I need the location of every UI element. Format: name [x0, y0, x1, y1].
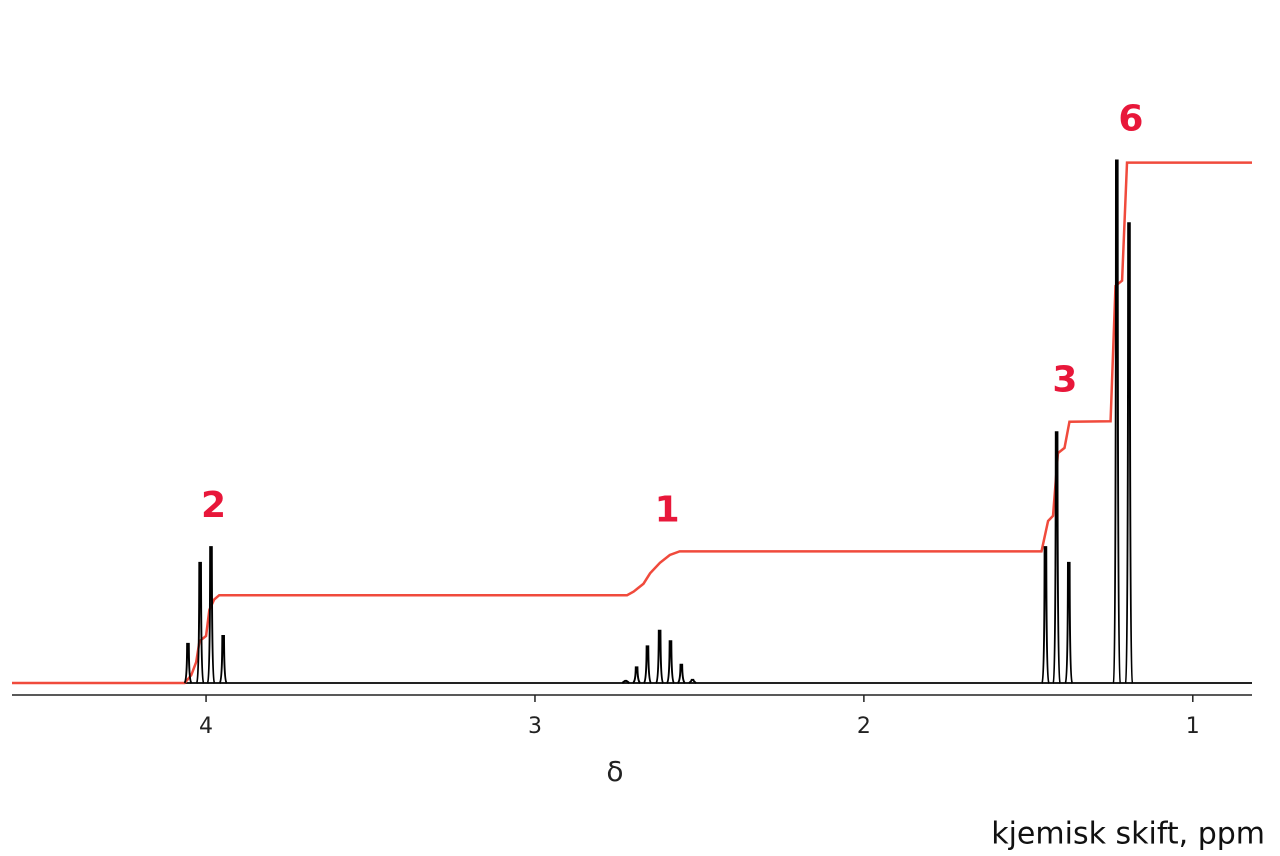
group-label: 3	[1052, 360, 1077, 401]
peak	[643, 645, 652, 684]
x-tick-label: 4	[199, 714, 213, 739]
peak	[677, 663, 686, 684]
peak	[1112, 159, 1122, 684]
peak	[206, 546, 216, 684]
group-label: 2	[201, 485, 226, 526]
peak	[655, 629, 665, 684]
peak	[666, 640, 675, 684]
x-tick-label: 2	[857, 714, 871, 739]
peak	[688, 678, 697, 684]
group-label: 1	[655, 489, 680, 530]
peak	[632, 666, 641, 684]
peak	[1040, 546, 1050, 684]
peak	[621, 679, 630, 684]
peak	[218, 634, 228, 684]
x-tick-label: 1	[1186, 714, 1200, 739]
group-label: 6	[1118, 99, 1143, 140]
axis-annotation: kjemisk skift, ppm	[991, 817, 1265, 852]
peak	[1124, 222, 1134, 684]
x-axis-label: δ	[606, 755, 623, 788]
integral-curve	[12, 161, 1252, 685]
peak	[1052, 431, 1062, 684]
peak	[195, 561, 205, 684]
x-tick-label: 3	[528, 714, 542, 739]
peak	[1064, 561, 1074, 684]
peak	[183, 642, 193, 684]
